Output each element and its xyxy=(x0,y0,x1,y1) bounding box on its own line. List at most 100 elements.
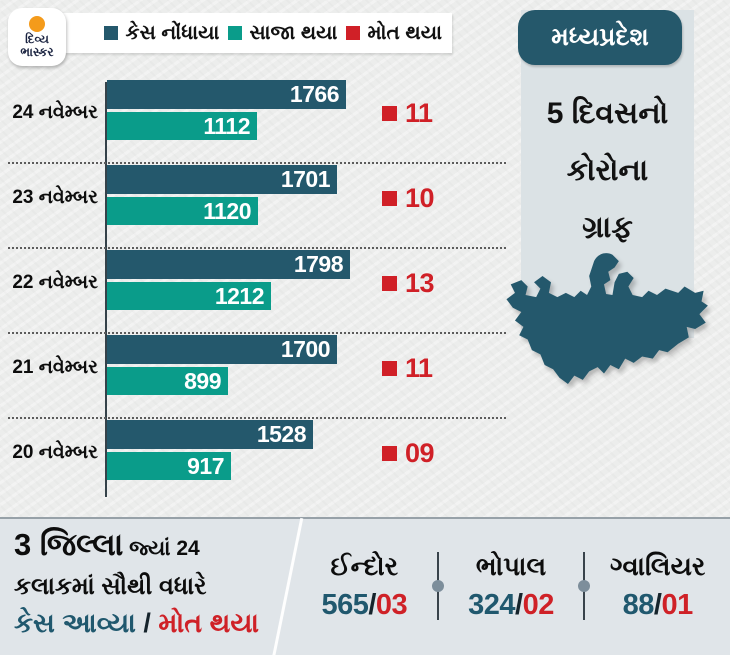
district-cases: 88 xyxy=(622,588,655,621)
death-swatch-icon xyxy=(382,360,397,376)
district-value-slash: / xyxy=(368,588,376,621)
legend-swatch-cases xyxy=(104,26,119,40)
footer-headline: 3 જિલ્લા જ્યાં 24 કલાકમાં સૌથી વધારે કેસ… xyxy=(14,527,286,641)
legend-label-deaths: મોત થયા xyxy=(367,21,442,44)
district-separator xyxy=(578,552,591,620)
row-date-label: 24 નવેમ્બર xyxy=(12,102,98,123)
bar-value-label: 1798 xyxy=(293,251,344,277)
death-count: 09 xyxy=(382,420,435,486)
district-values: 324/02 xyxy=(439,589,584,622)
bar-value-label: 1701 xyxy=(280,166,331,192)
y-axis-line xyxy=(105,82,107,497)
legend-item-deaths: મોત થયા xyxy=(346,22,442,45)
footer-deaths-label: મોત થયા xyxy=(158,608,260,638)
district-value-slash: / xyxy=(515,588,523,621)
legend-label-cases: કેસ નોંધાયા xyxy=(125,21,220,44)
district-indore: ઈન્દોર 565/03 xyxy=(292,551,437,622)
brand-name-line1: દિવ્ય xyxy=(25,31,49,46)
legend-label-recovered: સાજા થયા xyxy=(249,21,338,44)
row-dotted-separator xyxy=(8,417,506,419)
death-swatch-icon xyxy=(382,275,397,291)
chart-row: 24 નવેમ્બર 1766 1112 11 xyxy=(0,80,512,165)
footer-headline-line3: કેસ આવ્યા / મોત થયા xyxy=(14,605,286,641)
chart-legend: કેસ નોંધાયા સાજા થયા મોત થયા xyxy=(30,13,452,53)
chart-row: 22 નવેમ્બર 1798 1212 13 xyxy=(0,250,512,335)
footer-band: 3 જિલ્લા જ્યાં 24 કલાકમાં સૌથી વધારે કેસ… xyxy=(0,517,730,655)
cases-bar: 1528 xyxy=(107,420,313,449)
panel-title-line1: 5 દિવસનો xyxy=(546,97,669,130)
district-bhopal: ભોપાલ 324/02 xyxy=(439,551,584,622)
cases-bar: 1700 xyxy=(107,335,337,364)
district-name: ઈન્દોર xyxy=(330,550,399,581)
district-stats: ઈન્દોર 565/03 ભોપાલ 324/02 ગ્વાલિયર 88/0… xyxy=(292,517,730,655)
recovered-bar: 1212 xyxy=(107,282,271,310)
row-dotted-separator xyxy=(8,247,506,249)
legend-swatch-deaths xyxy=(346,26,361,40)
bar-value-label: 1120 xyxy=(203,197,251,224)
bar-value-label: 1700 xyxy=(280,336,331,362)
district-values: 565/03 xyxy=(292,589,437,622)
death-count: 11 xyxy=(382,335,433,401)
panel-title: 5 દિવસનો કોરોના ગ્રાફ xyxy=(521,85,694,256)
recovered-bar: 1112 xyxy=(107,112,257,140)
death-swatch-icon xyxy=(382,105,397,121)
footer-headline-big: 3 જિલ્લા xyxy=(14,527,124,562)
district-name: ગ્વાલિયર xyxy=(610,550,706,581)
death-count: 10 xyxy=(382,165,435,231)
row-dotted-separator xyxy=(8,332,506,334)
district-values: 88/01 xyxy=(585,589,730,622)
madhya-pradesh-map-icon xyxy=(506,253,708,385)
death-number: 13 xyxy=(405,267,435,298)
death-number: 10 xyxy=(405,182,435,213)
footer-slash: / xyxy=(135,608,159,638)
recovered-bar: 1120 xyxy=(107,197,258,225)
brand-logo: દિવ્ય ભાસ્કર xyxy=(8,8,66,66)
footer-headline-rest: જ્યાં 24 xyxy=(123,537,200,560)
legend-swatch-recovered xyxy=(228,26,243,40)
panel-title-line2: કોરોના xyxy=(566,154,649,187)
district-name: ભોપાલ xyxy=(475,550,547,581)
death-count: 11 xyxy=(382,80,433,146)
district-gwalior: ગ્વાલિયર 88/01 xyxy=(585,551,730,622)
bar-value-label: 1766 xyxy=(289,81,340,107)
district-deaths: 03 xyxy=(375,588,408,621)
chart-row: 21 નવેમ્બર 1700 899 11 xyxy=(0,335,512,420)
death-swatch-icon xyxy=(382,190,397,206)
legend-item-cases: કેસ નોંધાયા xyxy=(104,22,219,45)
bar-chart: 24 નવેમ્બર 1766 1112 11 23 નવેમ્બર 1701 1120 10… xyxy=(0,80,512,505)
brand-name-line2: ભાસ્કર xyxy=(20,44,54,59)
recovered-bar: 917 xyxy=(107,452,231,480)
bar-value-label: 899 xyxy=(184,367,221,394)
bar-value-label: 1112 xyxy=(203,112,250,139)
footer-headline-line2: કલાકમાં સૌથી વધારે xyxy=(14,573,207,600)
row-date-label: 21 નવેમ્બર xyxy=(12,357,98,378)
death-swatch-icon xyxy=(382,445,397,461)
death-number: 09 xyxy=(405,437,435,468)
district-cases: 324 xyxy=(468,588,516,621)
death-number: 11 xyxy=(405,97,433,128)
recovered-bar: 899 xyxy=(107,367,228,395)
footer-cases-label: કેસ આવ્યા xyxy=(14,608,136,638)
district-deaths: 02 xyxy=(522,588,555,621)
brand-sun-icon xyxy=(29,15,45,32)
cases-bar: 1766 xyxy=(107,80,346,109)
district-cases: 565 xyxy=(321,588,369,621)
row-date-label: 23 નવેમ્બર xyxy=(12,187,98,208)
row-date-label: 20 નવેમ્બર xyxy=(12,442,98,463)
bar-value-label: 1212 xyxy=(214,282,265,309)
death-count: 13 xyxy=(382,250,435,316)
legend-item-recovered: સાજા થયા xyxy=(228,22,337,45)
row-date-label: 22 નવેમ્બર xyxy=(12,272,98,293)
bar-value-label: 917 xyxy=(187,452,224,479)
cases-bar: 1701 xyxy=(107,165,337,194)
cases-bar: 1798 xyxy=(107,250,350,279)
district-value-slash: / xyxy=(653,588,662,621)
bar-value-label: 1528 xyxy=(256,421,307,447)
state-pill: મધ્યપ્રદેશ xyxy=(518,10,682,65)
panel-title-line3: ગ્રાફ xyxy=(582,211,633,244)
death-number: 11 xyxy=(405,352,433,383)
district-separator xyxy=(431,552,444,620)
chart-row: 23 નવેમ્બર 1701 1120 10 xyxy=(0,165,512,250)
district-deaths: 01 xyxy=(661,588,693,621)
